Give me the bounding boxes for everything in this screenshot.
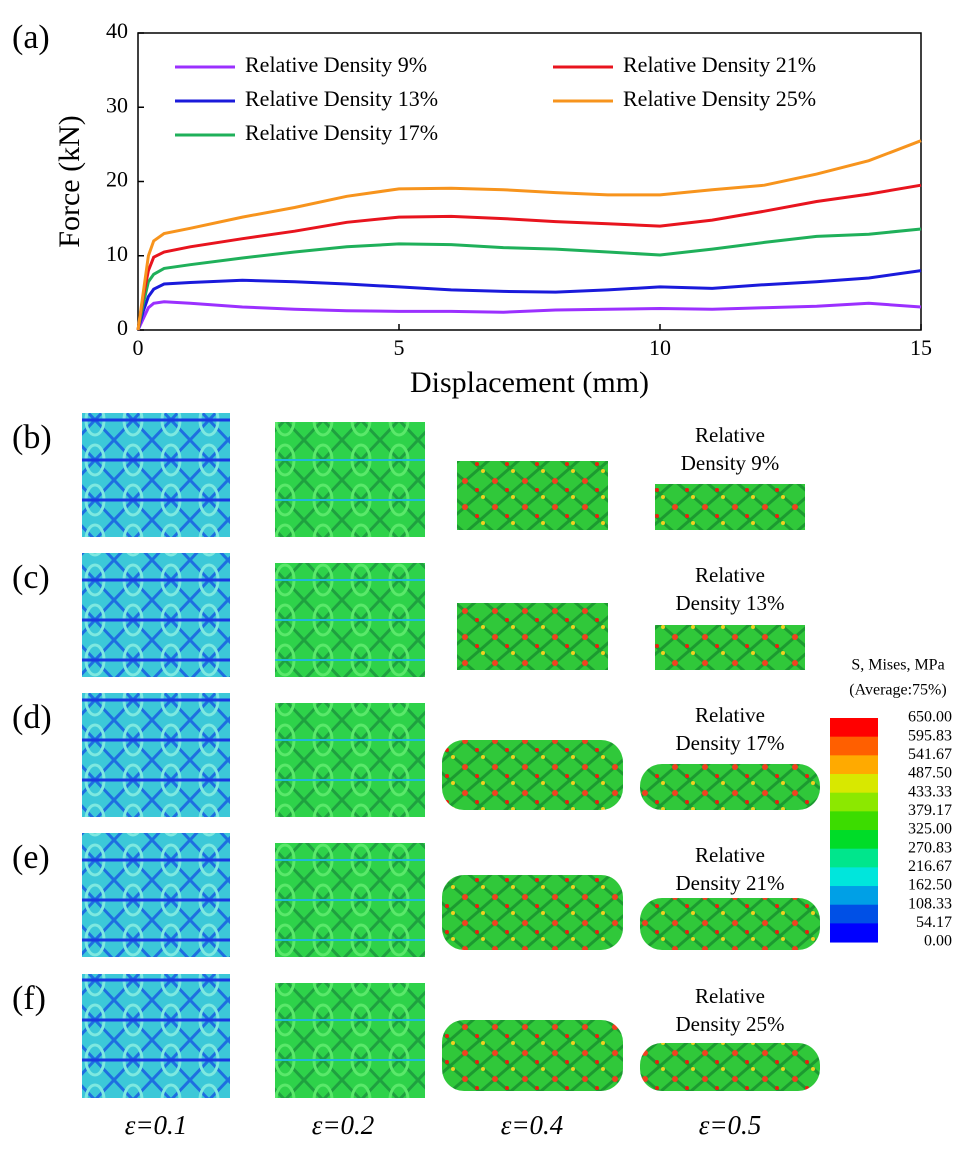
lattice-image bbox=[640, 1043, 820, 1091]
density-label: Density 9% bbox=[681, 451, 780, 475]
lattice-image bbox=[640, 898, 820, 950]
strain-label: ε=0.5 bbox=[699, 1110, 762, 1140]
y-axis-title: Force (kN) bbox=[53, 115, 86, 247]
lattice-image bbox=[82, 413, 230, 537]
lattice-image bbox=[82, 553, 230, 677]
colorbar-label: 595.83 bbox=[908, 727, 952, 744]
y-tick-label: 30 bbox=[106, 92, 128, 117]
panel-label: (d) bbox=[12, 699, 52, 736]
lattice-image bbox=[457, 603, 608, 670]
strain-label: ε=0.2 bbox=[312, 1110, 375, 1140]
strain-label: ε=0.1 bbox=[125, 1110, 188, 1140]
density-label: Relative bbox=[695, 843, 765, 867]
line-series bbox=[136, 183, 922, 331]
lattice-image bbox=[442, 1020, 623, 1091]
colorbar-block bbox=[830, 830, 878, 850]
colorbar-block bbox=[830, 736, 878, 756]
lattice-image bbox=[655, 484, 805, 530]
colorbar-label: 650.00 bbox=[908, 709, 952, 726]
colorbar-label: 270.83 bbox=[908, 839, 952, 856]
colorbar-block bbox=[830, 755, 878, 775]
lattice-image bbox=[275, 422, 425, 537]
lattice-image bbox=[442, 740, 623, 810]
colorbar-block bbox=[830, 811, 878, 831]
y-tick-label: 40 bbox=[106, 18, 128, 43]
line-series bbox=[136, 227, 922, 331]
legend-label: Relative Density 21% bbox=[623, 52, 816, 77]
panel-label: (b) bbox=[12, 419, 52, 456]
lattice-image bbox=[82, 974, 230, 1098]
colorbar-label: 541.67 bbox=[908, 746, 952, 763]
lattice-image bbox=[640, 764, 820, 810]
x-tick-label: 15 bbox=[910, 335, 932, 360]
colorbar-block bbox=[830, 867, 878, 887]
colorbar-block bbox=[830, 886, 878, 906]
legend-label: Relative Density 13% bbox=[245, 86, 438, 111]
panel-label: (c) bbox=[12, 559, 50, 596]
colorbar-label: 108.33 bbox=[908, 895, 952, 912]
colorbar-label: 54.17 bbox=[916, 914, 952, 931]
colorbar-block bbox=[830, 718, 878, 738]
y-tick-label: 0 bbox=[117, 315, 128, 340]
colorbar-subtitle: (Average:75%) bbox=[849, 682, 946, 699]
panel-label: (a) bbox=[12, 19, 50, 56]
density-label: Density 13% bbox=[675, 591, 784, 615]
line-series bbox=[136, 139, 922, 331]
lattice-image bbox=[457, 461, 608, 530]
density-label: Relative bbox=[695, 703, 765, 727]
colorbar-label: 433.33 bbox=[908, 783, 952, 800]
colorbar-label: 379.17 bbox=[908, 802, 952, 819]
colorbar-block bbox=[830, 848, 878, 868]
lattice-image bbox=[275, 983, 425, 1098]
panel-label: (f) bbox=[12, 980, 46, 1017]
colorbar-block bbox=[830, 792, 878, 812]
lattice-image bbox=[275, 703, 425, 817]
lattice-image bbox=[655, 625, 805, 670]
lattice-image bbox=[82, 833, 230, 957]
density-label: Relative bbox=[695, 563, 765, 587]
lattice-image bbox=[275, 843, 425, 957]
colorbar-block bbox=[830, 774, 878, 794]
y-tick-label: 20 bbox=[106, 167, 128, 192]
strain-label: ε=0.4 bbox=[501, 1110, 564, 1140]
x-axis-title: Displacement (mm) bbox=[410, 366, 649, 399]
line-series bbox=[136, 300, 922, 331]
lattice-image bbox=[275, 563, 425, 677]
legend-label: Relative Density 9% bbox=[245, 52, 427, 77]
colorbar-title: S, Mises, MPa bbox=[851, 657, 944, 674]
colorbar-label: 0.00 bbox=[924, 933, 952, 950]
x-tick-label: 5 bbox=[394, 335, 405, 360]
x-tick-label: 10 bbox=[649, 335, 671, 360]
line-series bbox=[136, 269, 922, 331]
density-label: Relative bbox=[695, 423, 765, 447]
legend-label: Relative Density 25% bbox=[623, 86, 816, 111]
x-tick-label: 0 bbox=[133, 335, 144, 360]
density-label: Relative bbox=[695, 984, 765, 1008]
density-label: Density 21% bbox=[675, 871, 784, 895]
plot-frame bbox=[137, 32, 922, 331]
lattice-image bbox=[442, 875, 623, 950]
legend-label: Relative Density 17% bbox=[245, 120, 438, 145]
panel-label: (e) bbox=[12, 839, 50, 876]
colorbar-label: 325.00 bbox=[908, 821, 952, 838]
colorbar-label: 162.50 bbox=[908, 877, 952, 894]
colorbar-label: 216.67 bbox=[908, 858, 952, 875]
colorbar-label: 487.50 bbox=[908, 765, 952, 782]
lattice-image bbox=[82, 693, 230, 817]
colorbar-block bbox=[830, 923, 878, 943]
density-label: Density 17% bbox=[675, 731, 784, 755]
y-tick-label: 10 bbox=[106, 241, 128, 266]
colorbar-block bbox=[830, 904, 878, 924]
density-label: Density 25% bbox=[675, 1012, 784, 1036]
